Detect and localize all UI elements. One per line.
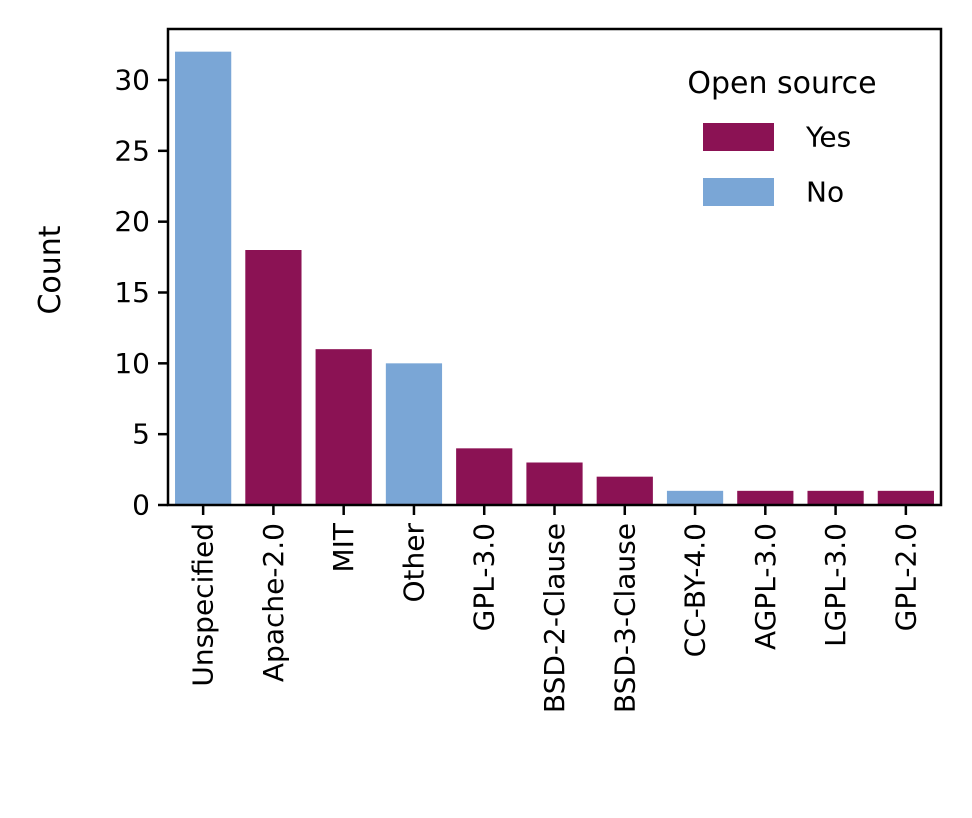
y-tick-label: 15 <box>114 276 150 309</box>
legend-swatch-yes <box>703 123 774 151</box>
legend-swatch-no <box>703 178 774 206</box>
y-tick-label: 30 <box>114 64 150 97</box>
x-tick-label: BSD-3-Clause <box>608 523 641 713</box>
x-tick-label: Other <box>397 523 430 603</box>
x-tick-label: MIT <box>327 522 360 572</box>
bar-apache-2-0 <box>245 250 302 505</box>
bar-mit <box>315 349 372 505</box>
legend-label-no: No <box>806 176 844 209</box>
bar-gpl-3-0 <box>456 448 513 505</box>
legend-title: Open source <box>687 66 876 101</box>
bar-gpl-2-0 <box>877 490 934 505</box>
legend: Open source Yes No <box>687 66 876 209</box>
y-tick-label: 5 <box>132 418 150 451</box>
bar-bsd-3-clause <box>596 476 653 505</box>
x-tick-label: Apache-2.0 <box>257 523 290 682</box>
bar-other <box>385 363 443 505</box>
bars-group <box>175 51 934 506</box>
x-tick-label: LGPL-3.0 <box>819 523 852 647</box>
x-tick-label: AGPL-3.0 <box>749 523 782 650</box>
y-axis: 0 5 10 15 20 25 30 <box>114 64 168 522</box>
x-tick-label: GPL-2.0 <box>889 523 922 631</box>
bar-bsd-2-clause <box>526 462 583 505</box>
y-tick-label: 25 <box>114 134 150 167</box>
x-axis: Unspecified Apache-2.0 MIT Other GPL-3.0 BSD-… <box>187 505 922 713</box>
legend-label-yes: Yes <box>805 121 851 154</box>
y-tick-label: 10 <box>114 347 150 380</box>
x-tick-label: BSD-2-Clause <box>538 523 571 713</box>
bar-lgpl-3-0 <box>807 490 864 505</box>
y-tick-label: 20 <box>114 205 150 238</box>
bar-unspecified <box>175 51 232 506</box>
bar-agpl-3-0 <box>737 490 794 505</box>
x-tick-label: CC-BY-4.0 <box>679 523 712 657</box>
y-axis-title: Count <box>33 225 68 314</box>
x-tick-label: Unspecified <box>187 523 220 687</box>
bar-cc-by-4-0 <box>666 490 724 505</box>
plot-frame <box>166 27 943 507</box>
y-tick-label: 0 <box>132 489 150 522</box>
x-tick-label: GPL-3.0 <box>468 523 501 631</box>
